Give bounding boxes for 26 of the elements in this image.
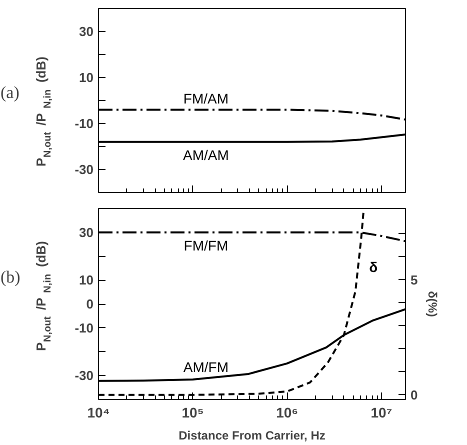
y-tick-label: -10 [74, 116, 94, 131]
x-tick-label: 10⁴ [87, 404, 110, 420]
series-label: δ [369, 259, 378, 276]
series-label: FM/AM [183, 90, 229, 107]
series-label: AM/FM [183, 359, 229, 376]
y-tick-label: -10 [74, 320, 94, 336]
text: (b) [0, 268, 20, 286]
y-tick-label: 10 [79, 70, 94, 85]
x-tick-label: 10⁵ [182, 404, 204, 420]
y-tick-label: -30 [74, 368, 94, 384]
y2-axis-title: δ(%) [426, 291, 440, 317]
x-tick-label: 10⁶ [276, 404, 298, 420]
x-tick-label: 10⁷ [370, 404, 392, 420]
y2-tick-label: 5 [410, 272, 418, 288]
y-axis-title: PN,out/PN,in (dB) [34, 56, 54, 166]
series-label: FM/FM [184, 237, 228, 254]
x-axis-title: Distance From Carrier, Hz [178, 428, 326, 442]
y-tick-label: 10 [79, 272, 94, 288]
y2-tick-label: 0 [410, 387, 418, 402]
y-tick-label: 30 [79, 224, 94, 240]
y-tick-label: 0 [86, 296, 94, 312]
y-tick-label: 30 [79, 24, 94, 39]
text: (a) [0, 83, 20, 102]
y-tick-label: -30 [74, 162, 94, 177]
y-axis-title: PN,out/PN,in (dB) [34, 241, 54, 351]
series-label: AM/AM [183, 146, 229, 163]
